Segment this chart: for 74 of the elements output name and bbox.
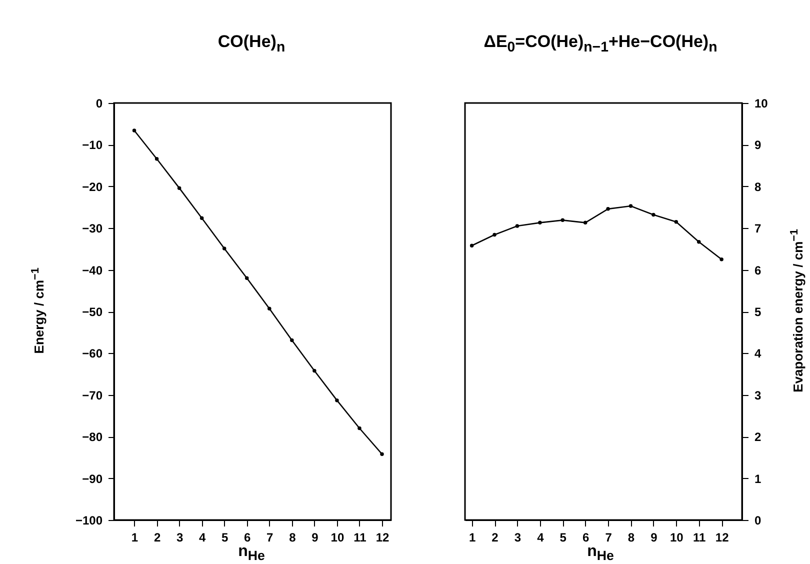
- point: [696, 240, 701, 244]
- x-tick-label: 12: [376, 530, 390, 544]
- x-tick-label: 2: [154, 530, 161, 544]
- y2-tick-label: 8: [754, 180, 762, 194]
- point: [154, 157, 159, 161]
- x-tick-label: 2: [492, 530, 499, 544]
- y-tick-label: −20: [82, 180, 103, 194]
- y2-tick-label: 0: [754, 514, 762, 528]
- y2-tick-label: 10: [754, 96, 768, 110]
- x-axis-title: n$_{He}$: [237, 543, 266, 564]
- point: [132, 128, 136, 132]
- x-tick-label: 6: [244, 530, 252, 544]
- point: [492, 232, 496, 237]
- y-tick-label: −40: [82, 263, 103, 278]
- point: [335, 398, 339, 402]
- point: [200, 216, 204, 220]
- x-tick-label: 6: [582, 530, 590, 544]
- point: [628, 204, 633, 208]
- y-tick-label: −60: [82, 346, 103, 361]
- x-tick-label: 9: [650, 530, 658, 544]
- x-tick-label: 10: [330, 530, 344, 544]
- point: [560, 218, 564, 222]
- y-tick-label: −50: [82, 305, 103, 319]
- point: [606, 207, 610, 211]
- x-axis-title: n$_{He}$: [586, 543, 615, 564]
- x-tick-label: 8: [628, 530, 635, 544]
- y2-tick-label: 4: [754, 346, 762, 361]
- x-tick-label: 5: [222, 530, 229, 544]
- y2-tick-label: 6: [754, 263, 762, 278]
- x-tick-label: 5: [560, 530, 567, 544]
- point: [652, 212, 656, 217]
- y2-tick-label: 9: [754, 138, 762, 152]
- x-tick-label: 3: [514, 530, 522, 544]
- point: [538, 220, 542, 225]
- point: [268, 306, 272, 310]
- point: [674, 220, 678, 224]
- y-tick-label: −30: [82, 222, 103, 236]
- y2-tick-label: 5: [754, 305, 762, 319]
- point: [358, 426, 362, 430]
- y-tick-label: −90: [82, 472, 103, 486]
- point: [583, 220, 588, 225]
- point: [245, 276, 249, 280]
- y-tick-label: −80: [82, 430, 103, 444]
- x-tick-label: 12: [715, 530, 730, 544]
- y2-tick-label: 1: [754, 472, 762, 486]
- x-tick-label: 8: [289, 530, 296, 544]
- point: [720, 258, 724, 262]
- x-tick-label: 9: [312, 530, 319, 544]
- y2-tick-label: 7: [754, 222, 762, 236]
- y-tick-label: −10: [82, 138, 103, 152]
- y-tick-label: −70: [82, 388, 103, 402]
- y2-tick-label: 3: [754, 388, 762, 402]
- chart-title: CO(He)$_{n}$: [216, 32, 286, 56]
- y2-tick-label: 2: [754, 430, 762, 444]
- x-tick-label: 11: [354, 530, 367, 544]
- point: [222, 246, 226, 250]
- x-tick-label: 11: [693, 530, 706, 544]
- chart-title: ΔE$_{0}$=CO(He)$_{n−1}$+He−CO(He)$_{n}$: [482, 32, 718, 56]
- x-tick-label: 3: [176, 530, 184, 544]
- point: [470, 244, 474, 248]
- x-tick-label: 4: [198, 530, 206, 544]
- y-tick-label: −100: [75, 514, 103, 528]
- point: [177, 186, 182, 190]
- x-tick-label: 1: [468, 530, 476, 544]
- point: [312, 368, 316, 373]
- point: [380, 452, 384, 456]
- y-tick-label: 0: [96, 96, 103, 110]
- x-tick-label: 10: [670, 530, 684, 544]
- point: [290, 338, 294, 342]
- point: [515, 224, 520, 228]
- x-tick-label: 7: [605, 530, 612, 544]
- x-tick-label: 7: [266, 530, 274, 544]
- x-tick-label: 4: [537, 530, 544, 544]
- x-tick-label: 1: [131, 530, 138, 544]
